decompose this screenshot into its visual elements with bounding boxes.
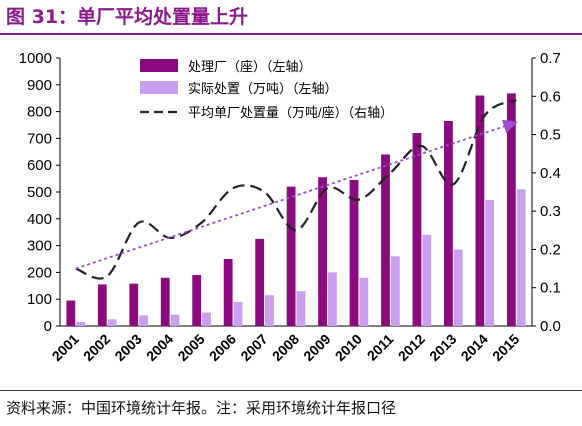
capacity-bar bbox=[516, 189, 526, 326]
legend-swatch-capacity bbox=[140, 81, 178, 94]
plants-bar bbox=[223, 259, 233, 326]
x-tick-label: 2010 bbox=[332, 331, 365, 364]
x-tick-label: 2003 bbox=[111, 331, 144, 364]
x-tick-label: 2001 bbox=[49, 331, 82, 364]
plants-bar bbox=[97, 284, 107, 326]
plants-bar bbox=[318, 177, 327, 326]
capacity-bar bbox=[422, 234, 432, 326]
trend-arrow bbox=[75, 119, 518, 270]
source-note: 资料来源：中国环境统计年报。注：采用环境统计年报口径 bbox=[6, 399, 397, 417]
left-tick-label: 1000 bbox=[19, 50, 52, 67]
title-divider bbox=[0, 33, 582, 35]
left-tick-label: 200 bbox=[27, 264, 52, 281]
capacity-bar bbox=[485, 200, 495, 326]
plants-bar bbox=[381, 154, 390, 326]
x-tick-label: 2007 bbox=[237, 331, 270, 364]
x-tick-label: 2002 bbox=[80, 331, 113, 364]
plants-bar bbox=[66, 300, 76, 326]
legend-label: 处理厂（座）（左轴） bbox=[188, 59, 312, 74]
chart-legend: 处理厂（座）（左轴） 实际处置（万吨）（左轴） 平均单厂处置量（万吨/座）（右轴） bbox=[140, 59, 393, 120]
x-tick-label: 2012 bbox=[395, 331, 428, 364]
legend-swatch-plants bbox=[140, 59, 178, 72]
x-tick-label: 2008 bbox=[269, 331, 302, 364]
left-tick-label: 600 bbox=[27, 157, 52, 174]
right-tick-label: 0.2 bbox=[540, 241, 561, 258]
x-tick-label: 2014 bbox=[458, 331, 491, 364]
right-tick-label: 0.6 bbox=[540, 88, 561, 105]
plants-bar bbox=[444, 120, 453, 326]
capacity-bar bbox=[390, 256, 400, 326]
right-tick-label: 0.1 bbox=[540, 280, 561, 297]
left-tick-label: 500 bbox=[27, 184, 52, 201]
x-tick-label: 2009 bbox=[300, 331, 333, 364]
plants-bar bbox=[255, 238, 265, 326]
plants-bar bbox=[160, 277, 170, 326]
left-tick-label: 800 bbox=[27, 104, 52, 121]
plants-bar bbox=[129, 283, 139, 326]
plants-bar bbox=[286, 186, 296, 326]
capacity-bar bbox=[265, 295, 274, 326]
source-divider bbox=[0, 390, 582, 391]
plants-bar bbox=[192, 275, 202, 326]
left-tick-label: 100 bbox=[27, 291, 52, 308]
left-tick-label: 0 bbox=[44, 318, 52, 335]
x-tick-label: 2004 bbox=[143, 331, 176, 364]
x-tick-label: 2005 bbox=[174, 331, 207, 364]
capacity-bar bbox=[233, 301, 243, 326]
plants-bar bbox=[475, 95, 485, 327]
capacity-bar bbox=[76, 321, 86, 326]
x-tick-label: 2011 bbox=[364, 331, 397, 364]
capacity-bar bbox=[202, 312, 211, 326]
plants-bar bbox=[349, 179, 359, 326]
figure-title: 图 31：单厂平均处置量上升 bbox=[6, 6, 249, 28]
capacity-bar bbox=[170, 314, 180, 326]
left-tick-label: 300 bbox=[27, 238, 52, 255]
right-tick-label: 0.5 bbox=[540, 127, 561, 144]
chart: 0 100 200 300 400 500 600 700 800 900 1000 0.0 0.1 0.… bbox=[19, 50, 561, 364]
avg-line bbox=[75, 99, 517, 280]
x-tick-label: 2006 bbox=[206, 331, 239, 364]
right-tick-label: 0.3 bbox=[540, 203, 561, 220]
plants-bar bbox=[412, 133, 422, 326]
left-tick-label: 700 bbox=[27, 130, 52, 147]
chart-lines bbox=[75, 99, 518, 280]
right-tick-label: 0.7 bbox=[540, 50, 561, 67]
capacity-bar bbox=[139, 315, 148, 326]
capacity-bar bbox=[107, 319, 117, 326]
capacity-bar bbox=[327, 272, 337, 326]
plants-bar bbox=[506, 93, 516, 326]
legend-label: 平均单厂处置量（万吨/座）（右轴） bbox=[188, 105, 393, 120]
capacity-bar bbox=[453, 249, 463, 326]
x-tick-label: 2015 bbox=[489, 331, 522, 364]
right-tick-label: 0.0 bbox=[540, 318, 561, 335]
x-tick-label: 2013 bbox=[426, 331, 459, 364]
left-tick-label: 900 bbox=[27, 77, 52, 94]
left-tick-label: 400 bbox=[27, 211, 52, 228]
chart-bars bbox=[66, 93, 526, 327]
capacity-bar bbox=[296, 291, 306, 326]
capacity-bar bbox=[359, 277, 369, 326]
right-tick-label: 0.4 bbox=[540, 165, 561, 182]
legend-label: 实际处置（万吨）（左轴） bbox=[188, 81, 338, 96]
